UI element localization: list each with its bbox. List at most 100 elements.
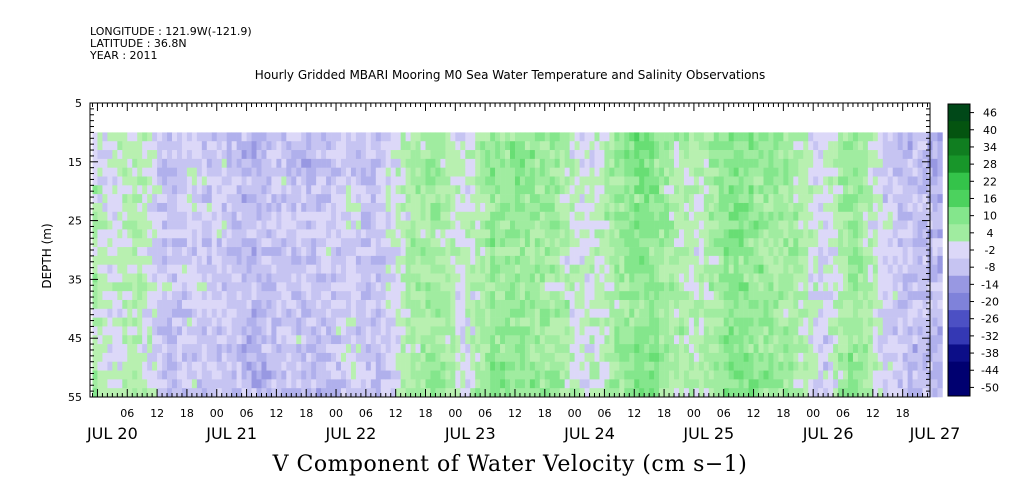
heatmap-cell bbox=[564, 150, 570, 160]
heatmap-cell bbox=[589, 167, 595, 177]
heatmap-cell bbox=[753, 344, 759, 354]
heatmap-cell bbox=[341, 317, 347, 327]
heatmap-cell bbox=[629, 326, 635, 336]
heatmap-cell bbox=[162, 238, 168, 248]
heatmap-cell bbox=[201, 132, 208, 142]
heatmap-cell bbox=[813, 229, 819, 239]
heatmap-cell bbox=[400, 176, 406, 186]
heatmap-cell bbox=[350, 176, 357, 186]
heatmap-cell bbox=[683, 388, 690, 398]
heatmap-cell bbox=[480, 361, 486, 371]
heatmap-cell bbox=[718, 317, 725, 327]
heatmap-cell bbox=[296, 167, 302, 177]
heatmap-cell bbox=[345, 211, 352, 221]
heatmap-cell bbox=[201, 247, 208, 257]
heatmap-cell bbox=[186, 282, 193, 292]
heatmap-cell bbox=[852, 132, 859, 142]
heatmap-cell bbox=[435, 176, 441, 186]
heatmap-cell bbox=[589, 379, 595, 389]
heatmap-cell bbox=[768, 202, 774, 213]
heatmap-cell bbox=[281, 176, 287, 186]
heatmap-cell bbox=[554, 247, 560, 257]
heatmap-cell bbox=[609, 273, 615, 283]
heatmap-cell bbox=[793, 158, 799, 168]
heatmap-cell bbox=[410, 264, 416, 274]
heatmap-cell bbox=[181, 158, 188, 168]
heatmap-cell bbox=[738, 132, 744, 142]
heatmap-cell bbox=[385, 317, 392, 327]
heatmap-cell bbox=[808, 132, 814, 142]
heatmap-cell bbox=[549, 158, 556, 168]
heatmap-cell bbox=[514, 282, 521, 292]
heatmap-cell bbox=[465, 238, 471, 248]
heatmap-cell bbox=[867, 255, 874, 265]
heatmap-cell bbox=[862, 326, 869, 336]
heatmap-cell bbox=[181, 299, 188, 310]
heatmap-cell bbox=[211, 220, 218, 230]
heatmap-cell bbox=[798, 255, 804, 265]
heatmap-cell bbox=[917, 202, 923, 213]
heatmap-cell bbox=[226, 211, 232, 221]
heatmap-cell bbox=[167, 150, 173, 160]
heatmap-cell bbox=[380, 255, 387, 265]
heatmap-cell bbox=[316, 370, 322, 380]
heatmap-cell bbox=[321, 211, 327, 221]
heatmap-cell bbox=[634, 220, 640, 230]
heatmap-cell bbox=[92, 176, 98, 186]
heatmap-cell bbox=[708, 211, 715, 221]
heatmap-cell bbox=[97, 282, 103, 292]
heatmap-cell bbox=[664, 344, 670, 354]
heatmap-cell bbox=[196, 370, 203, 380]
heatmap-cell bbox=[211, 202, 218, 213]
heatmap-cell bbox=[355, 132, 362, 142]
heatmap-cell bbox=[261, 361, 267, 371]
heatmap-cell bbox=[375, 229, 382, 239]
heatmap-cell bbox=[514, 132, 521, 142]
heatmap-cell bbox=[748, 211, 754, 221]
heatmap-cell bbox=[897, 194, 903, 204]
heatmap-cell bbox=[669, 379, 675, 389]
heatmap-cell bbox=[768, 388, 774, 398]
heatmap-cell bbox=[828, 247, 834, 257]
heatmap-cell bbox=[206, 229, 213, 239]
heatmap-cell bbox=[659, 335, 665, 345]
heatmap-cell bbox=[554, 388, 560, 398]
heatmap-cell bbox=[713, 282, 720, 292]
heatmap-cell bbox=[534, 361, 541, 371]
heatmap-cell bbox=[400, 317, 406, 327]
heatmap-cell bbox=[122, 167, 128, 177]
heatmap-cell bbox=[117, 352, 123, 363]
heatmap-cell bbox=[201, 326, 208, 336]
heatmap-cell bbox=[867, 352, 874, 363]
heatmap-cell bbox=[529, 220, 536, 230]
heatmap-cell bbox=[331, 335, 337, 345]
heatmap-cell bbox=[296, 194, 302, 204]
heatmap-cell bbox=[221, 299, 227, 310]
heatmap-cell bbox=[808, 273, 814, 283]
heatmap-cell bbox=[659, 344, 665, 354]
heatmap-cell bbox=[465, 255, 471, 265]
heatmap-cell bbox=[664, 273, 670, 283]
heatmap-cell bbox=[321, 370, 327, 380]
heatmap-cell bbox=[604, 194, 610, 204]
heatmap-cell bbox=[857, 176, 864, 186]
heatmap-cell bbox=[659, 220, 665, 230]
heatmap-cell bbox=[460, 132, 466, 142]
heatmap-cell bbox=[157, 326, 163, 336]
heatmap-cell bbox=[256, 308, 262, 318]
heatmap-cell bbox=[514, 194, 521, 204]
heatmap-cell bbox=[559, 370, 565, 380]
heatmap-cell bbox=[788, 326, 794, 336]
heatmap-cell bbox=[167, 220, 173, 230]
heatmap-cell bbox=[768, 370, 774, 380]
heatmap-cell bbox=[167, 317, 173, 327]
heatmap-cell bbox=[420, 352, 426, 363]
heatmap-cell bbox=[897, 238, 903, 248]
heatmap-cell bbox=[649, 211, 655, 221]
heatmap-cell bbox=[649, 379, 655, 389]
heatmap-cell bbox=[465, 291, 471, 301]
heatmap-cell bbox=[733, 220, 739, 230]
heatmap-cell bbox=[579, 185, 585, 195]
heatmap-cell bbox=[524, 211, 531, 221]
heatmap-cell bbox=[654, 335, 660, 345]
